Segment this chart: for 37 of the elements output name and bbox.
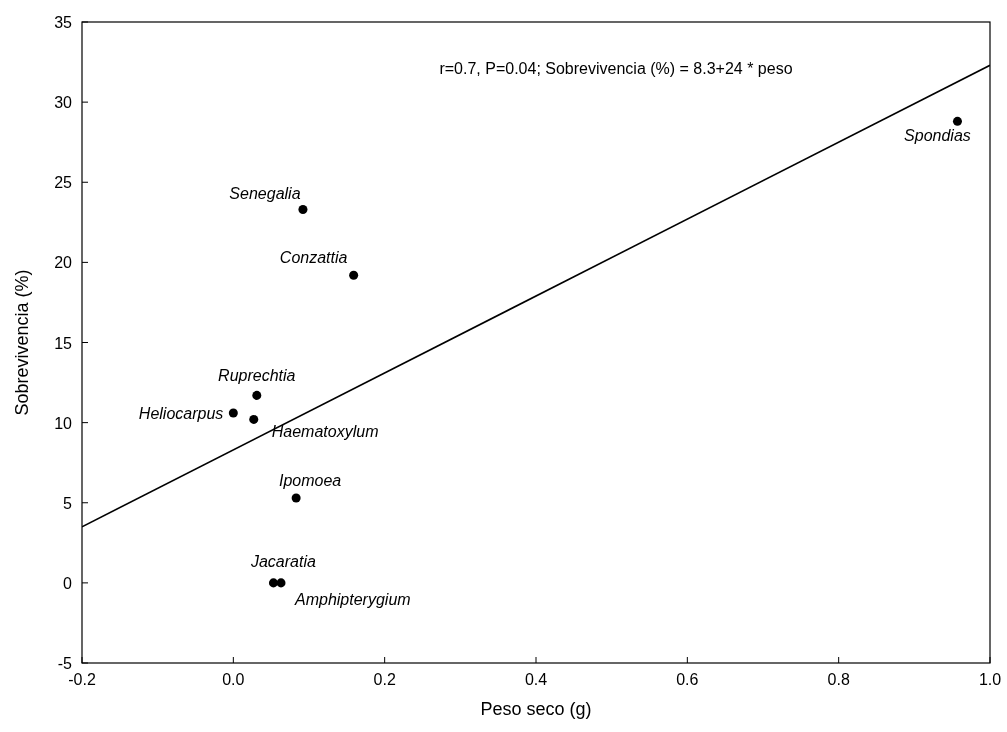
annotation: Ipomoea xyxy=(279,471,342,489)
y-tick-label: 10 xyxy=(54,414,73,432)
annotation: Jacaratia xyxy=(249,552,316,570)
x-tick-label: -0.2 xyxy=(68,671,96,688)
annotation: Ruprechtia xyxy=(218,367,296,385)
x-tick-label: 1.0 xyxy=(978,671,1002,688)
point xyxy=(349,270,359,280)
y-tick-label: 5 xyxy=(63,494,73,512)
x-tick-label: 0.0 xyxy=(222,671,245,688)
point xyxy=(252,390,262,400)
annotation: Haematoxylum xyxy=(271,423,379,441)
x-axis-title: Peso seco (g) xyxy=(480,699,592,719)
x-tick-label: 0.2 xyxy=(373,671,396,688)
point xyxy=(249,414,259,424)
point xyxy=(952,116,962,126)
point xyxy=(276,578,286,588)
x-tick-label: 0.6 xyxy=(676,671,699,688)
annotation: Spondias xyxy=(904,127,971,145)
annotation: Senegalia xyxy=(229,185,301,203)
y-axis-title: Sobrevivencia (%) xyxy=(12,269,32,416)
y-tick-label: 25 xyxy=(54,174,73,192)
y-tick-label: 0 xyxy=(63,574,73,592)
point xyxy=(291,493,301,503)
y-tick-label: 35 xyxy=(54,14,73,31)
annotation: Amphipterygium xyxy=(294,590,411,608)
point xyxy=(228,408,238,418)
annotation: Conzattia xyxy=(279,249,348,267)
y-tick-label: -5 xyxy=(57,655,73,672)
annotation: Heliocarpus xyxy=(138,405,224,423)
y-tick-label: 30 xyxy=(54,94,73,112)
point xyxy=(298,204,308,214)
y-tick-label: 15 xyxy=(54,334,73,352)
annotation: r=0.7, P=0.04; Sobrevivencia (%) = 8.3+24 * peso xyxy=(439,60,793,77)
x-tick-label: 0.8 xyxy=(827,671,850,688)
x-tick-label: 0.4 xyxy=(524,671,548,688)
point xyxy=(268,578,278,588)
y-tick-label: 20 xyxy=(54,254,73,272)
